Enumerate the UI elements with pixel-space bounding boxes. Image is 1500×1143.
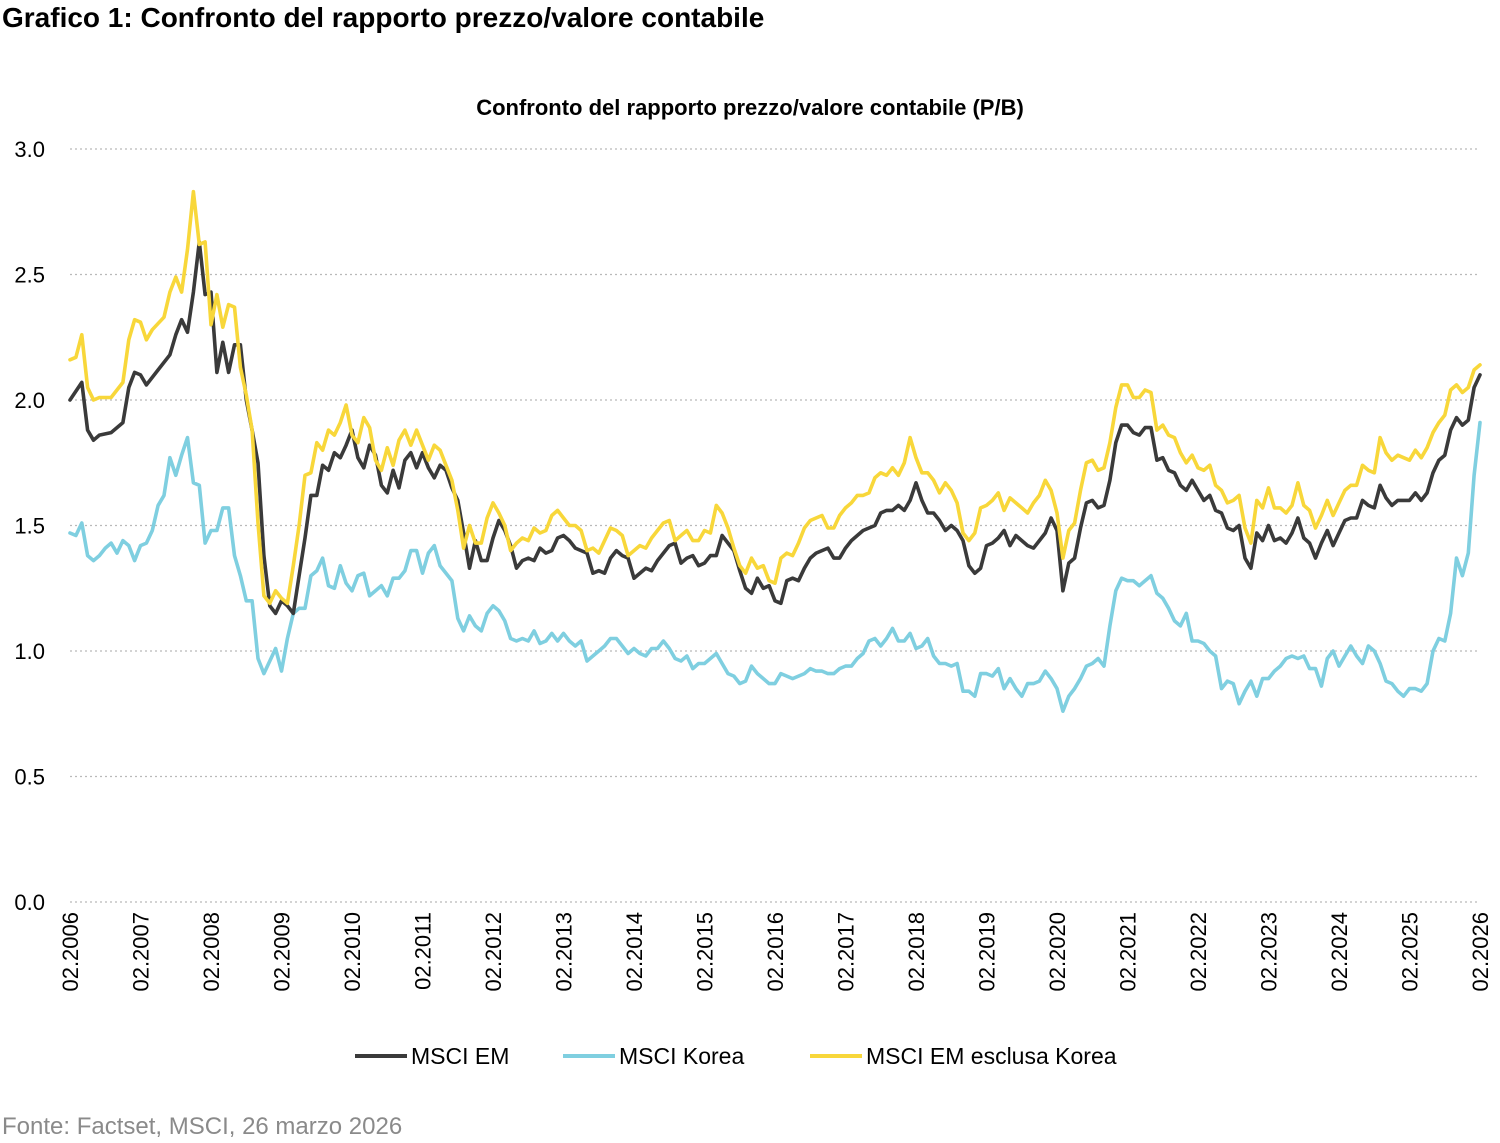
y-tick-label: 1.5	[14, 514, 45, 539]
series-lines	[68, 189, 1482, 713]
x-tick-label: 02.2025	[1398, 912, 1423, 992]
series-line-msci-korea	[68, 420, 1482, 713]
x-tick-label: 02.2024	[1327, 912, 1352, 992]
legend: MSCI EM MSCI Korea MSCI EM esclusa Korea	[355, 1043, 1117, 1069]
x-tick-label: 02.2019	[975, 912, 1000, 992]
x-tick-label: 02.2017	[834, 912, 859, 992]
source-note: Fonte: Factset, MSCI, 26 marzo 2026	[2, 1113, 403, 1140]
x-tick-label: 02.2008	[199, 912, 224, 992]
x-tick-label: 02.2009	[270, 912, 295, 992]
y-tick-label: 0.0	[14, 890, 45, 915]
legend-label: MSCI EM	[411, 1043, 509, 1069]
x-tick-label: 02.2014	[622, 912, 647, 992]
x-tick-label: 02.2015	[693, 912, 718, 992]
y-tick-label: 1.0	[14, 639, 45, 664]
x-axis-tick-labels: 02.2006 02.2007 02.2008 02.2009 02.2010 02.20…	[58, 912, 1493, 992]
x-tick-label: 02.2016	[763, 912, 788, 992]
x-tick-label: 02.2026	[1468, 912, 1493, 992]
y-tick-label: 2.0	[14, 388, 45, 413]
series-line-msci-em	[68, 240, 1482, 616]
legend-label: MSCI EM esclusa Korea	[866, 1043, 1117, 1069]
x-tick-label: 02.2010	[340, 912, 365, 992]
legend-item: MSCI Korea	[563, 1043, 744, 1069]
x-tick-label: 02.2020	[1045, 912, 1070, 992]
y-tick-label: 3.0	[14, 137, 45, 162]
y-tick-label: 2.5	[14, 263, 45, 288]
x-tick-label: 02.2023	[1257, 912, 1282, 992]
pb-line-chart: Confronto del rapporto prezzo/valore con…	[14, 95, 1493, 1069]
x-tick-label: 02.2011	[411, 912, 436, 990]
x-tick-label: 02.2013	[552, 912, 577, 992]
x-tick-label: 02.2021	[1116, 912, 1141, 992]
chart-title: Confronto del rapporto prezzo/valore con…	[476, 95, 1024, 120]
x-tick-label: 02.2018	[904, 912, 929, 992]
y-tick-label: 0.5	[14, 765, 45, 790]
legend-item: MSCI EM	[355, 1043, 509, 1069]
legend-label: MSCI Korea	[619, 1043, 744, 1069]
x-tick-label: 02.2006	[58, 912, 83, 992]
legend-item: MSCI EM esclusa Korea	[810, 1043, 1117, 1069]
series-line-msci-em-esclusa-korea	[68, 189, 1482, 606]
x-tick-label: 02.2012	[481, 912, 506, 992]
page-heading: Grafico 1: Confronto del rapporto prezzo…	[2, 2, 765, 33]
x-tick-label: 02.2022	[1186, 912, 1211, 992]
y-axis-tick-labels: 0.0 0.5 1.0 1.5 2.0 2.5 3.0	[14, 137, 45, 915]
x-tick-label: 02.2007	[129, 912, 154, 992]
